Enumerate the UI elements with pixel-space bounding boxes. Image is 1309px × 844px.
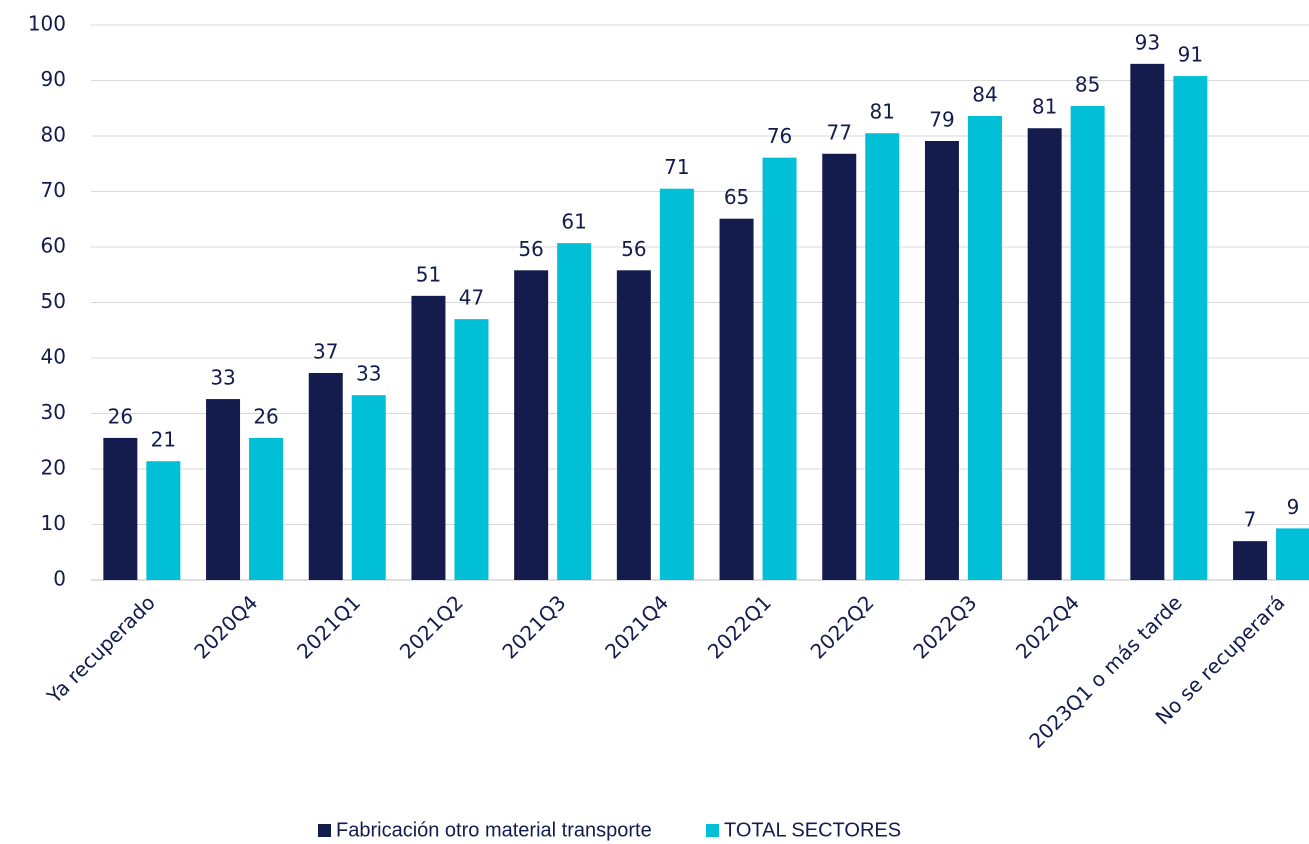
data-label: 76 — [767, 124, 792, 148]
bar — [411, 295, 446, 580]
data-label: 61 — [561, 210, 586, 234]
x-tick-label: 2021Q2 — [395, 590, 468, 663]
y-tick-label: 30 — [41, 400, 66, 424]
legend-swatch — [706, 824, 719, 837]
x-tick-label: 2022Q2 — [806, 590, 879, 663]
bar — [865, 133, 900, 580]
bar — [659, 188, 694, 580]
bar — [514, 270, 549, 580]
bar — [557, 243, 592, 581]
bar — [1027, 128, 1062, 581]
data-label: 81 — [1032, 95, 1057, 119]
bar — [103, 437, 138, 580]
data-label: 93 — [1135, 30, 1160, 54]
y-tick-label: 50 — [41, 289, 66, 313]
bar — [249, 437, 284, 580]
y-tick-label: 70 — [41, 178, 66, 202]
y-tick-label: 20 — [41, 456, 66, 480]
data-label: 26 — [108, 404, 133, 428]
y-tick-label: 0 — [53, 567, 66, 591]
bar — [822, 153, 857, 580]
y-tick-label: 40 — [41, 345, 66, 369]
data-label: 56 — [518, 237, 543, 261]
data-label: 81 — [870, 100, 895, 124]
x-tick-label: 2022Q1 — [703, 590, 776, 663]
data-label: 33 — [210, 366, 235, 390]
y-tick-label: 100 — [28, 12, 66, 36]
data-label: 91 — [1178, 43, 1203, 67]
data-label: 9 — [1287, 495, 1300, 519]
data-label: 65 — [724, 185, 749, 209]
bar — [616, 270, 651, 580]
data-label: 26 — [253, 404, 278, 428]
legend-swatch — [318, 824, 331, 837]
x-tick-label: 2021Q1 — [292, 590, 365, 663]
y-tick-label: 90 — [41, 67, 66, 91]
x-tick-label: 2020Q4 — [189, 590, 262, 663]
x-tick-label: 2022Q3 — [908, 590, 981, 663]
data-label: 79 — [929, 107, 954, 131]
data-label: 7 — [1244, 508, 1257, 532]
bar — [1070, 106, 1105, 580]
x-tick-label: 2021Q4 — [600, 590, 673, 663]
data-label: 47 — [459, 286, 484, 310]
x-tick-label: 2022Q4 — [1011, 590, 1084, 663]
y-tick-label: 60 — [41, 234, 66, 258]
bar — [967, 116, 1002, 581]
data-label: 71 — [664, 155, 689, 179]
bar — [719, 218, 754, 580]
y-tick-label: 80 — [41, 123, 66, 147]
y-tick-label: 10 — [41, 511, 66, 535]
bar — [146, 461, 181, 580]
x-tick-label: 2021Q3 — [497, 590, 570, 663]
bar — [924, 140, 959, 580]
x-tick-label: Ya recuperado — [42, 590, 160, 708]
data-label: 56 — [621, 237, 646, 261]
legend-label: Fabricación otro material transporte — [336, 819, 652, 841]
legend-label: TOTAL SECTORES — [724, 819, 901, 841]
data-label: 85 — [1075, 73, 1100, 97]
bar — [1130, 63, 1165, 581]
data-label: 33 — [356, 362, 381, 386]
data-label: 51 — [416, 262, 441, 286]
data-label: 37 — [313, 339, 338, 363]
bar — [454, 319, 489, 580]
bar — [1173, 76, 1208, 580]
bar — [1276, 528, 1309, 580]
data-label: 84 — [972, 83, 997, 107]
bar — [206, 399, 241, 580]
bar — [762, 157, 797, 580]
data-label: 21 — [151, 428, 176, 452]
bar — [351, 395, 386, 580]
data-label: 77 — [827, 120, 852, 144]
bar — [1233, 541, 1268, 580]
bar — [308, 372, 343, 580]
